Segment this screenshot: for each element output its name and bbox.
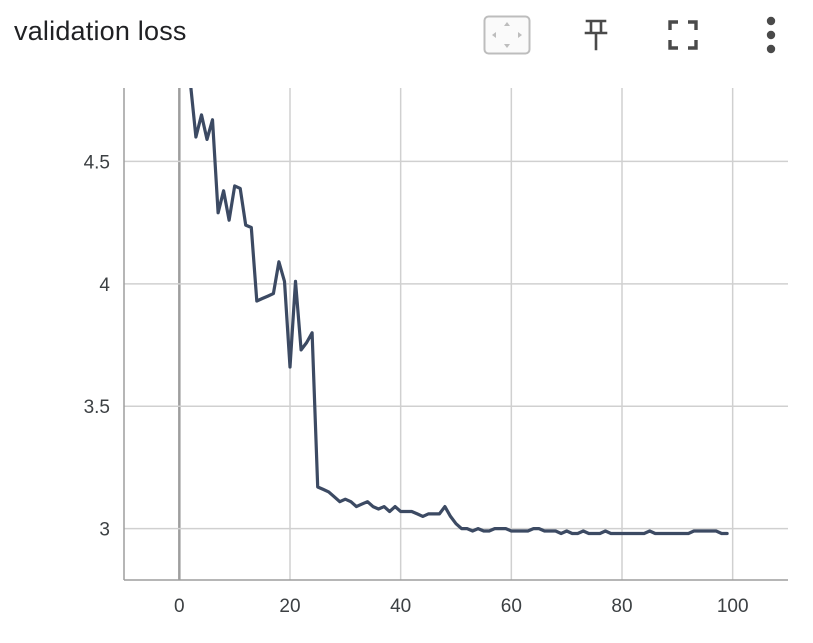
x-tick-label: 100 bbox=[717, 596, 749, 617]
fullscreen-button[interactable] bbox=[659, 14, 707, 56]
x-tick-label: 60 bbox=[501, 596, 522, 617]
x-tick-label: 40 bbox=[390, 596, 411, 617]
fit-domain-button[interactable] bbox=[483, 14, 531, 56]
x-tick-label: 20 bbox=[279, 596, 300, 617]
card-header: validation loss bbox=[0, 0, 813, 70]
more-options-button[interactable] bbox=[747, 14, 795, 56]
y-tick-label: 3.5 bbox=[84, 397, 110, 418]
pin-button[interactable] bbox=[572, 14, 620, 56]
series-line bbox=[189, 88, 729, 536]
fit-domain-icon bbox=[483, 15, 531, 55]
pin-icon bbox=[582, 18, 610, 52]
chart-title: validation loss bbox=[14, 16, 187, 46]
fullscreen-icon bbox=[667, 19, 699, 51]
y-tick-label: 4 bbox=[99, 275, 110, 296]
more-vert-icon bbox=[765, 15, 777, 55]
x-tick-label: 0 bbox=[174, 596, 185, 617]
y-tick-label: 3 bbox=[99, 520, 110, 541]
y-tick-label: 4.5 bbox=[84, 152, 110, 173]
x-tick-label: 80 bbox=[611, 596, 632, 617]
